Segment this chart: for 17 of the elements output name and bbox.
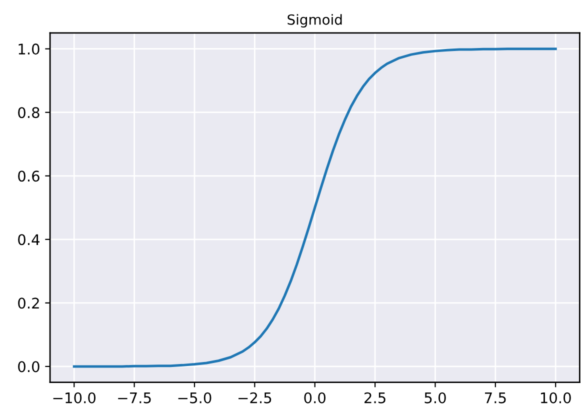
x-tick-label: −10.0 (53, 392, 96, 404)
y-tick-label: 0.4 (18, 234, 40, 246)
line-series (72, 48, 557, 368)
x-tick-label: −7.5 (118, 392, 151, 404)
y-tick-label: 0.0 (18, 361, 40, 372)
x-tick-label: 5.0 (424, 392, 446, 404)
x-tick-label: −5.0 (178, 392, 212, 404)
x-tick-label: 10.0 (540, 392, 571, 404)
chart-title: Sigmoid (288, 14, 342, 28)
x-tick-label: −2.5 (238, 392, 272, 404)
x-tick-label: 2.5 (364, 392, 386, 404)
y-tick-label: 0.2 (18, 298, 39, 309)
x-tick-label: 7.5 (485, 392, 506, 404)
y-tick-label: 0.6 (18, 170, 40, 182)
y-tick-label: 1.0 (18, 44, 40, 55)
y-tick-label: 0.8 (18, 107, 40, 118)
x-tick-label: 0.0 (304, 392, 326, 404)
